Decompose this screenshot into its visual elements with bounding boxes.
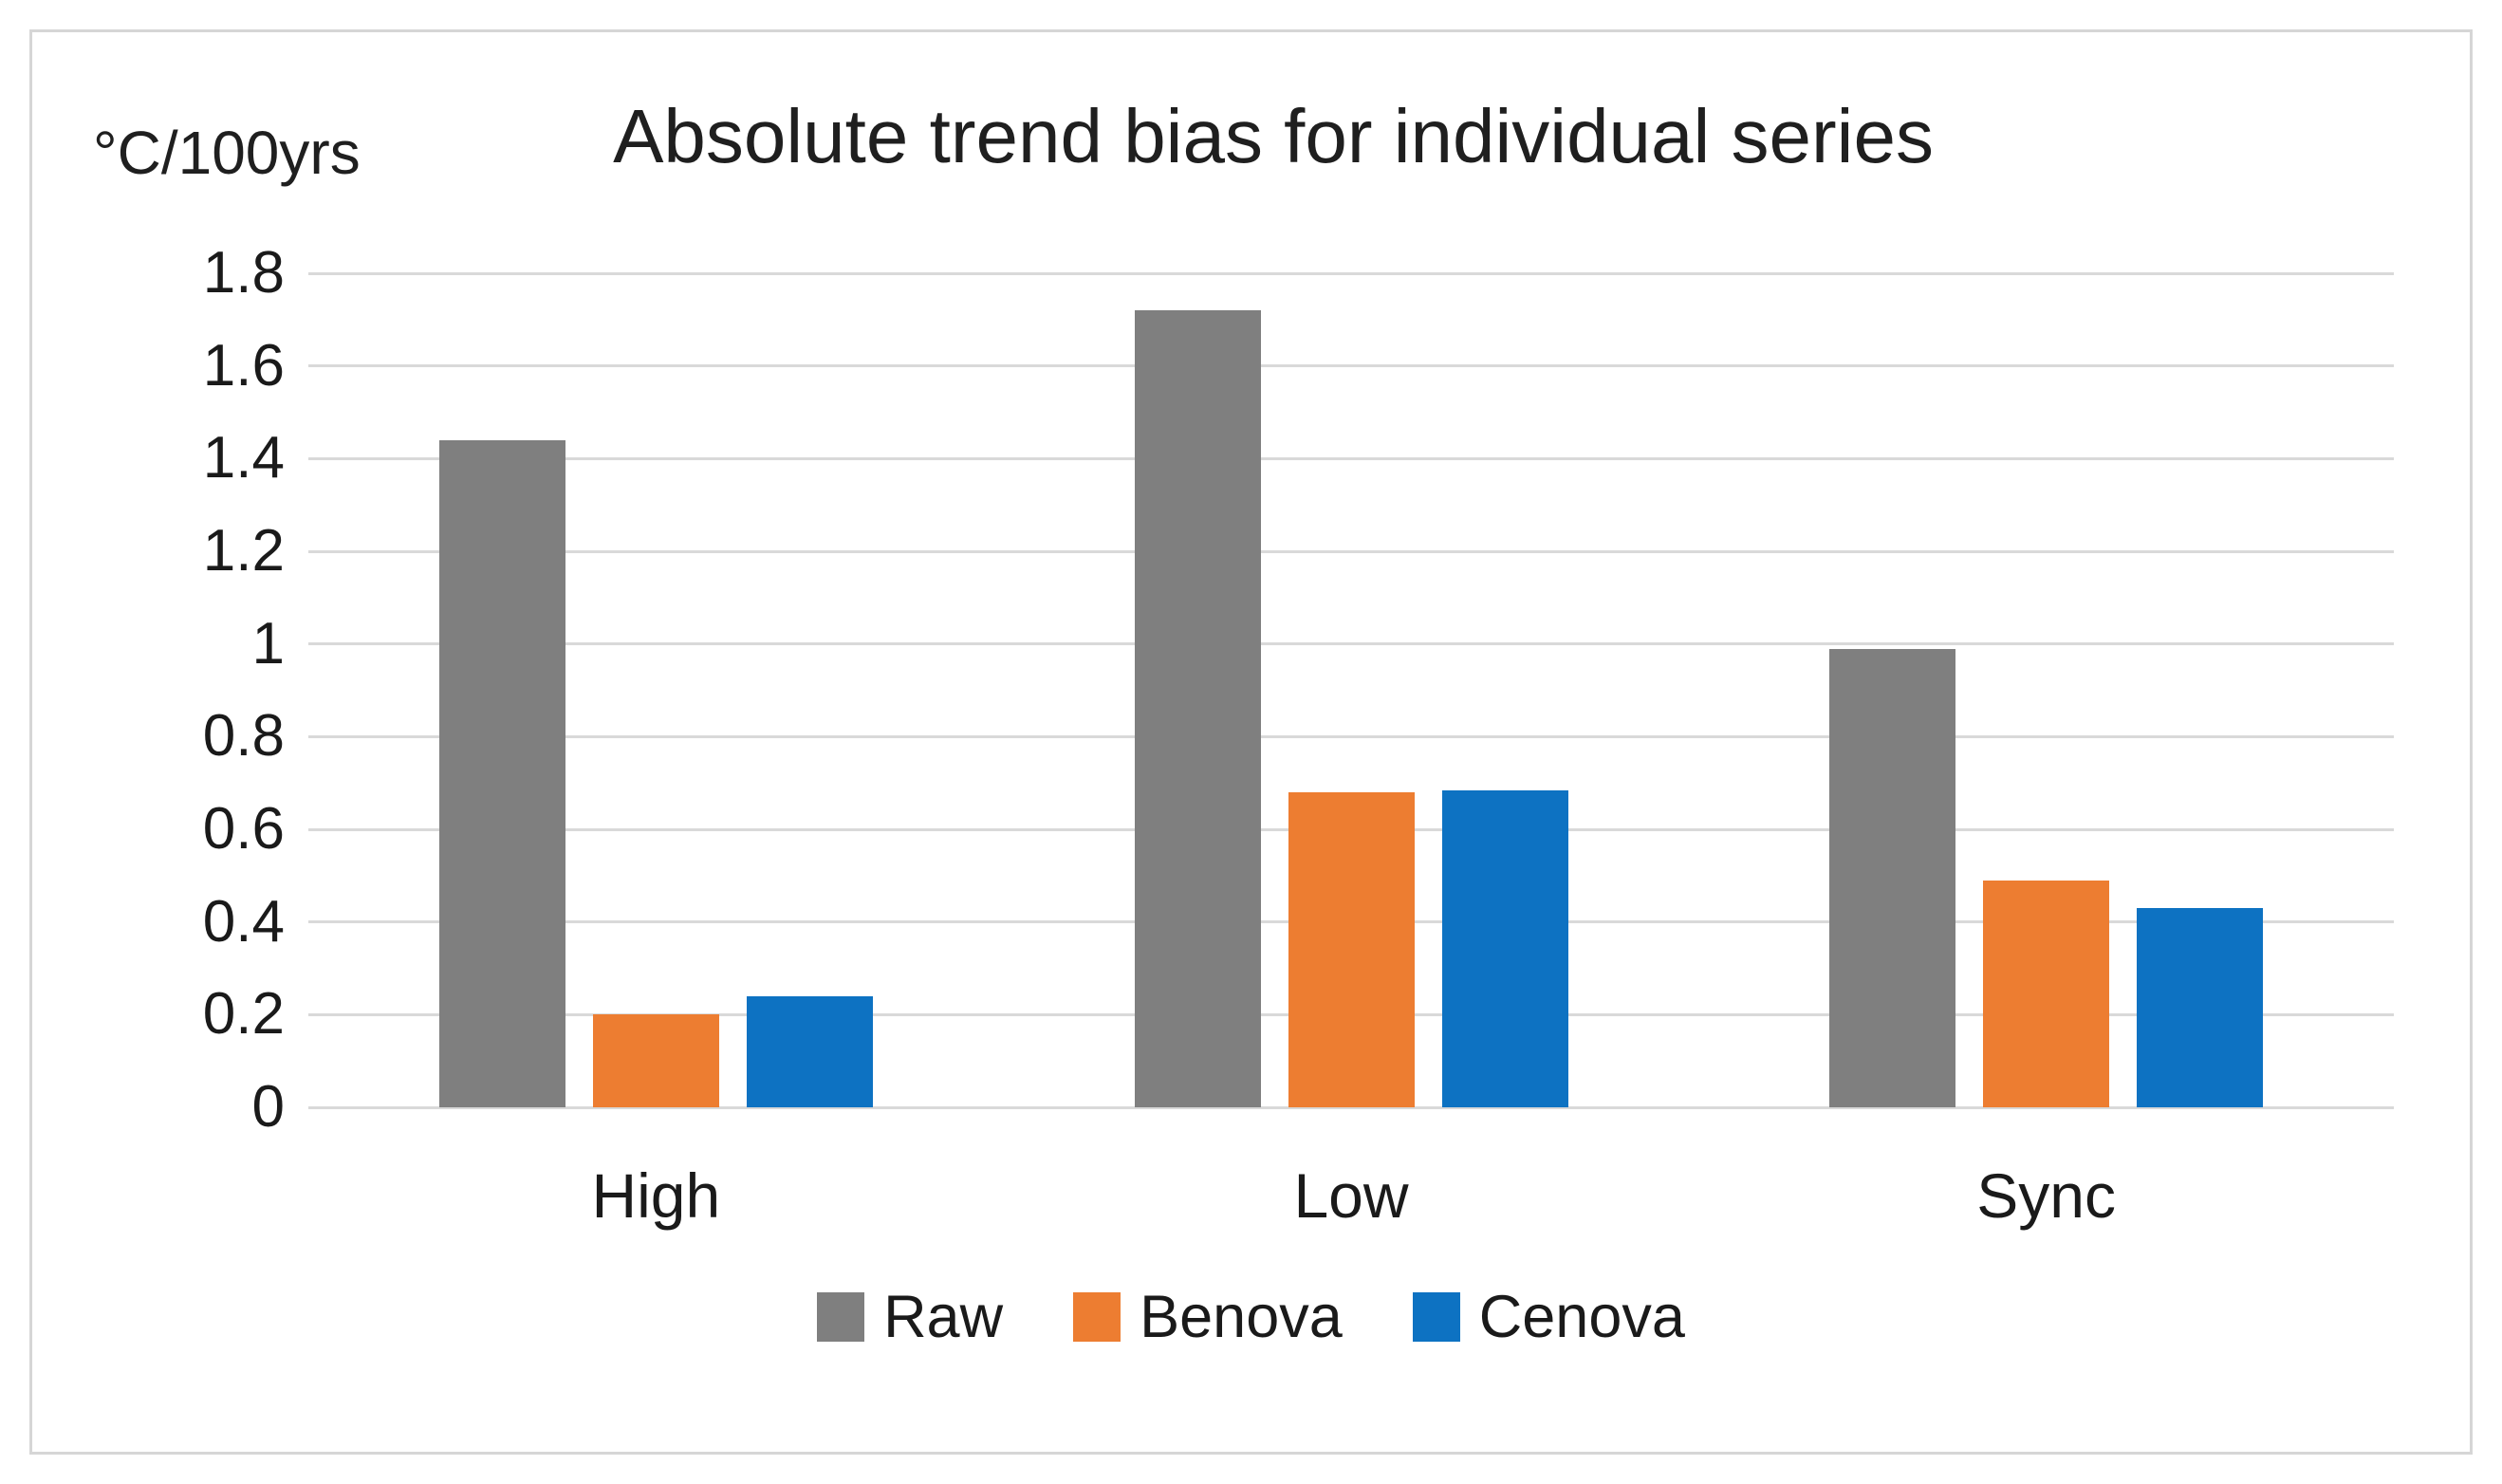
bar-benova-low [1288,791,1415,1107]
bar-benova-high [592,1014,719,1107]
gridline [308,364,2394,368]
y-tick-label: 0.6 [202,796,285,862]
legend-item-cenova: Cenova [1412,1283,1685,1351]
gridline [308,271,2394,275]
x-category-label-low: Low [1293,1160,1409,1231]
legend-marker-icon [1412,1292,1460,1342]
bar-raw-low [1134,310,1261,1107]
gridline [308,734,2394,738]
y-tick-label: 0 [251,1074,285,1140]
y-axis-unit-label: °C/100yrs [93,119,361,187]
y-tick-label: 0.8 [202,703,285,770]
legend-item-raw: Raw [817,1283,1003,1351]
legend-label: Benova [1140,1284,1343,1350]
chart-legend: Raw Benova Cenova [0,1283,2502,1351]
y-tick-label: 1.6 [202,332,285,399]
x-category-label-sync: Sync [1976,1160,2117,1231]
bar-cenova-low [1441,789,1568,1107]
bar-raw-high [438,439,565,1107]
x-category-label-high: High [591,1160,721,1231]
gridline [308,549,2394,553]
bar-benova-sync [1983,880,2110,1107]
y-tick-label: 1 [251,610,285,677]
gridline [308,1105,2394,1109]
gridline [308,456,2394,460]
legend-item-benova: Benova [1073,1283,1343,1351]
y-tick-label: 1.2 [202,518,285,584]
y-tick-label: 0.2 [202,981,285,1048]
legend-marker-icon [1073,1292,1121,1342]
y-tick-label: 1.8 [202,240,285,306]
plot-area: 0 0.2 0.4 0.6 0.8 1 1.2 1.4 1.6 1.8 High Low Sync [203,243,2394,1231]
bar-raw-sync [1829,648,1956,1107]
legend-label: Cenova [1478,1284,1685,1350]
legend-marker-icon [817,1292,865,1342]
gridline [308,642,2394,646]
bar-cenova-high [746,995,873,1107]
chart-title: Absolute trend bias for individual serie… [613,94,1934,178]
y-tick-label: 1.4 [202,425,285,492]
bar-cenova-sync [2137,908,2264,1107]
y-tick-label: 0.4 [202,888,285,955]
legend-label: Raw [883,1284,1004,1350]
